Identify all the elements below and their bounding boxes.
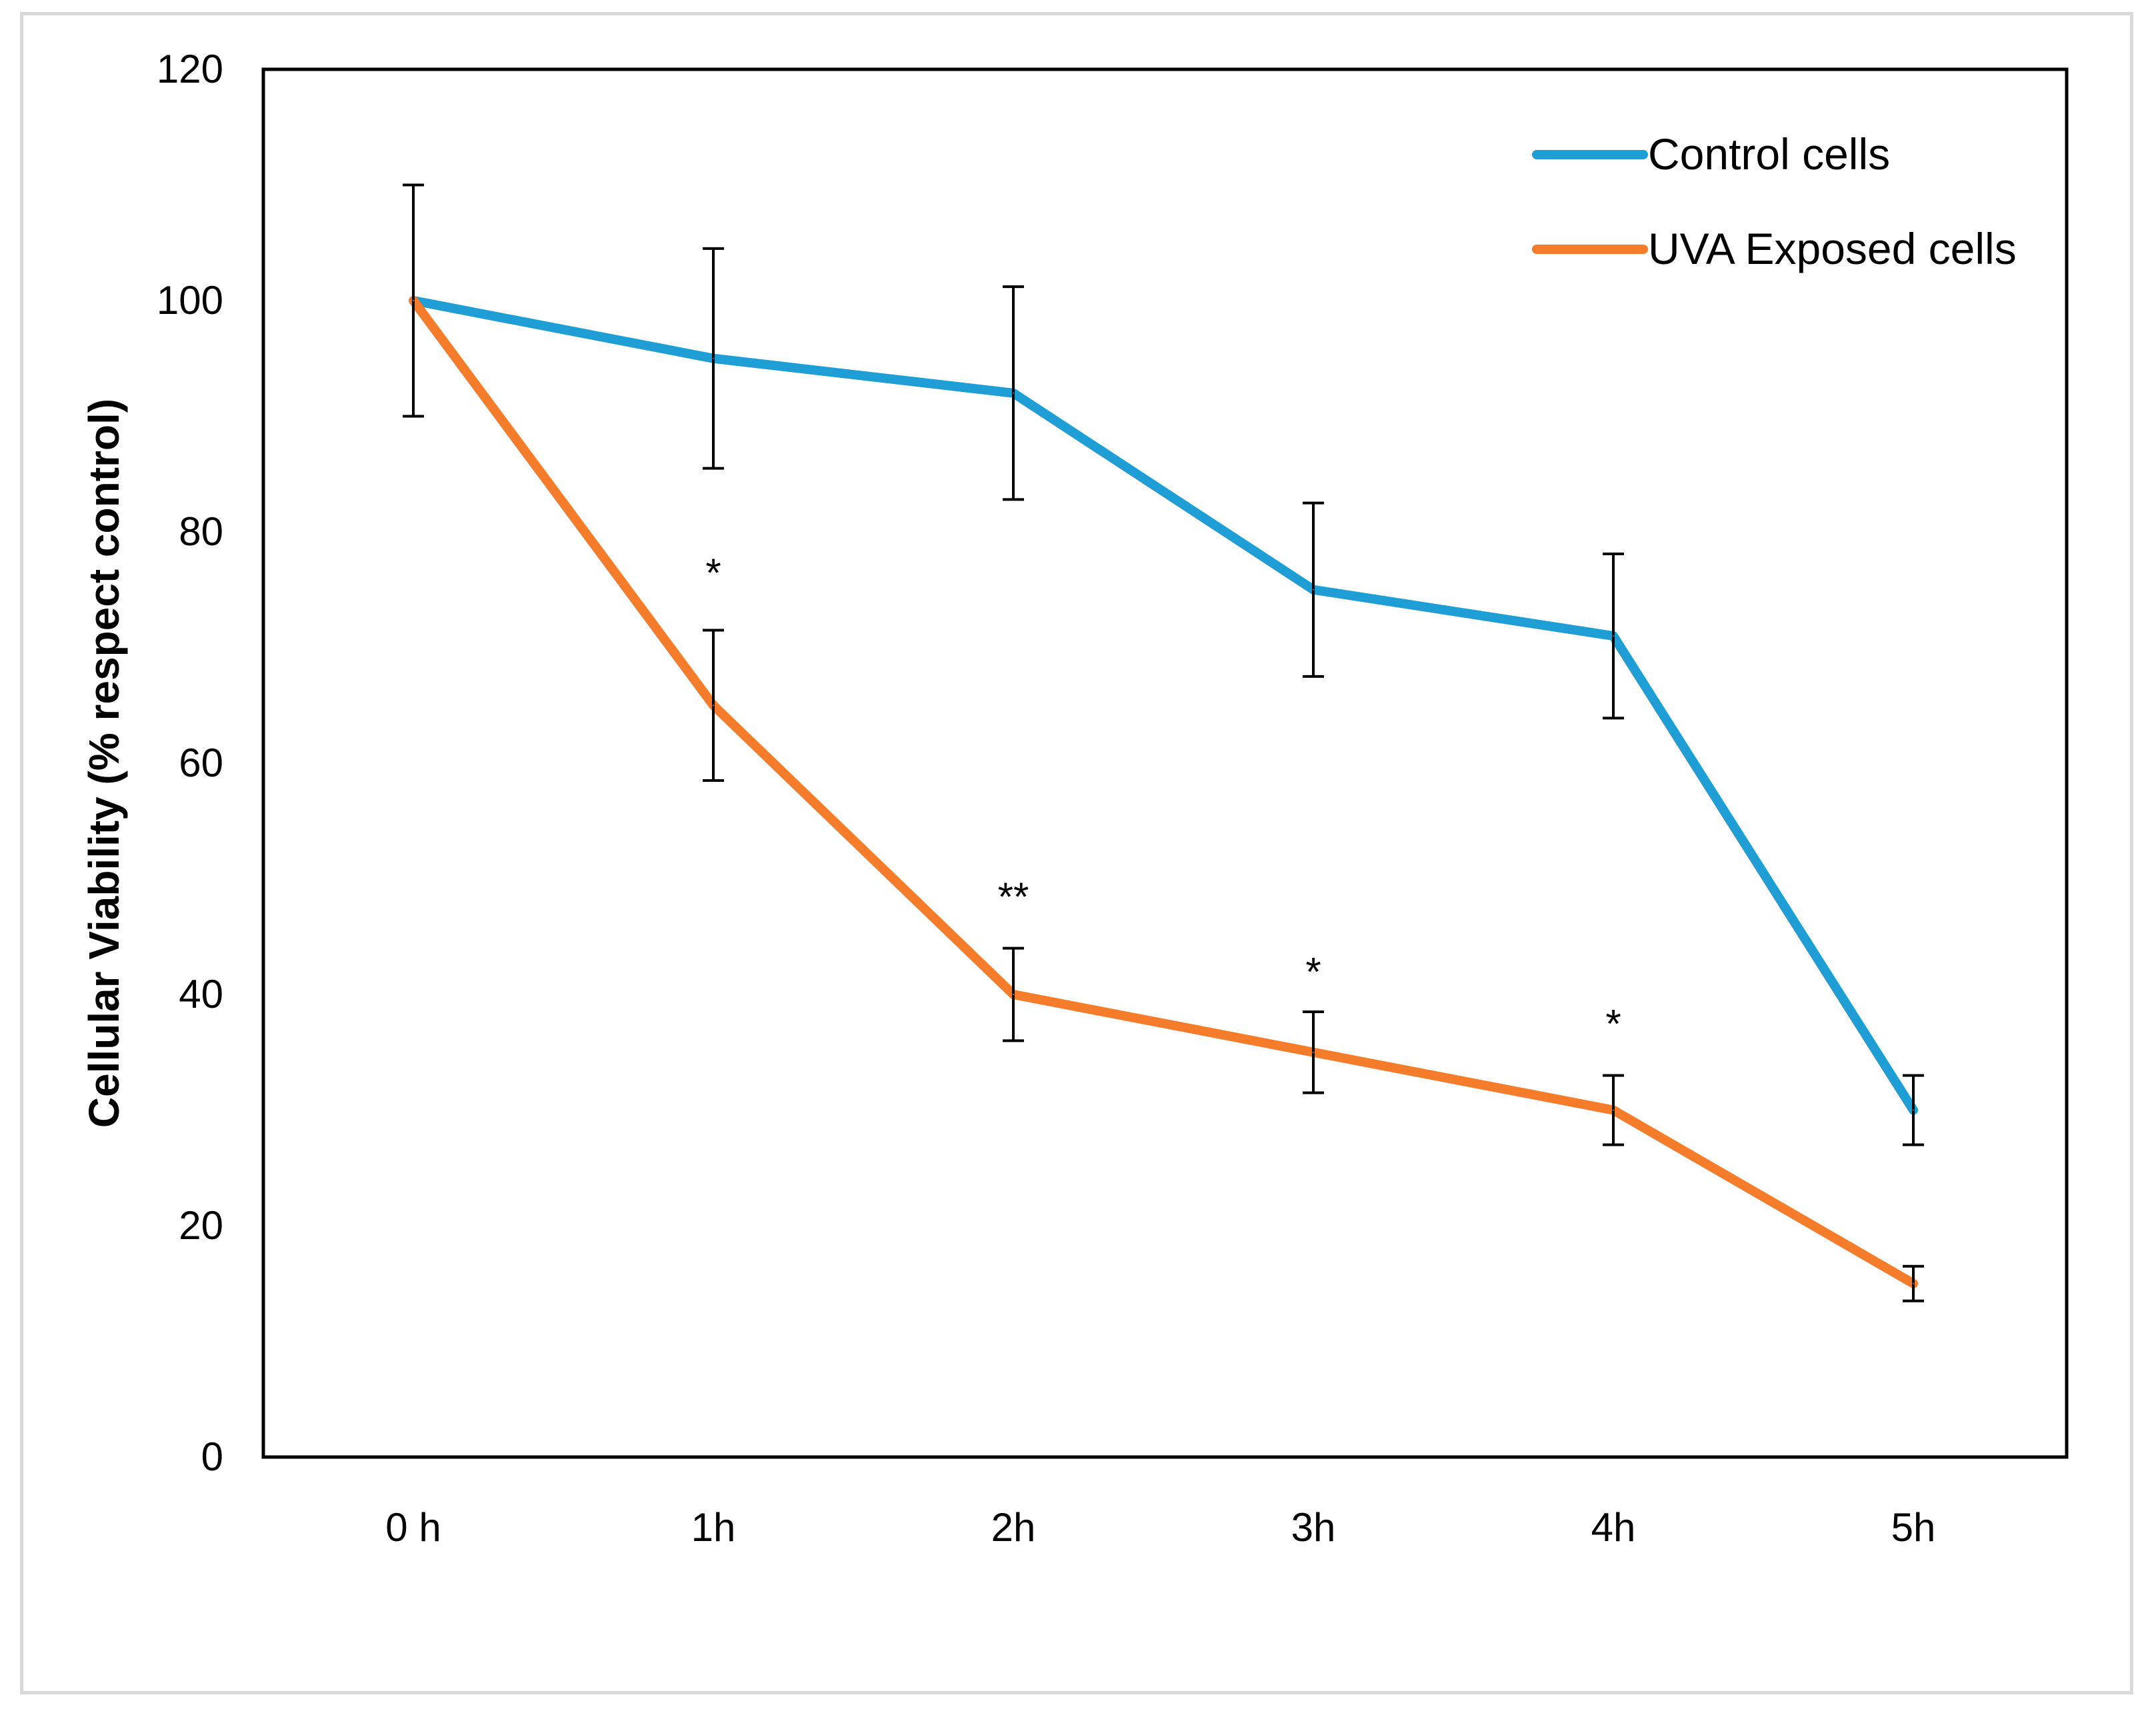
x-tick-label: 5h <box>1891 1505 1936 1550</box>
data-point <box>1313 1051 1314 1053</box>
legend: Control cells UVA Exposed cells <box>1532 129 2017 273</box>
significance-marker: ** <box>998 874 1029 919</box>
data-point <box>1913 1282 1914 1284</box>
data-point <box>1613 1109 1614 1111</box>
series-line-control-cells <box>409 296 1918 1115</box>
legend-entry: Control cells <box>1532 129 1890 179</box>
data-point <box>713 357 714 359</box>
y-tick-label: 80 <box>179 509 223 554</box>
data-point <box>413 300 414 301</box>
significance-marker: * <box>1605 1002 1621 1046</box>
y-tick-label: 60 <box>179 741 223 785</box>
series-line-uva-exposed-cells <box>409 296 1918 1288</box>
chart-frame <box>20 12 2133 1694</box>
data-point <box>1613 635 1614 637</box>
x-tick-label: 0 h <box>385 1505 441 1550</box>
series-layer <box>403 183 1924 1302</box>
y-tick-label: 120 <box>157 47 223 91</box>
legend-entry: UVA Exposed cells <box>1532 224 2017 273</box>
y-axis-title: Cellular Viability (% respect control) <box>80 399 128 1128</box>
data-point <box>713 705 714 707</box>
x-tick-label: 2h <box>991 1505 1036 1550</box>
data-point <box>1313 589 1314 591</box>
significance-marker: * <box>1305 950 1321 994</box>
data-point <box>1913 1109 1914 1111</box>
significance-annotations: ***** <box>705 551 1621 1046</box>
y-tick-label: 100 <box>157 278 223 323</box>
y-tick-label: 0 <box>201 1434 223 1479</box>
y-tick-label: 40 <box>179 972 223 1016</box>
y-axis-ticks: 0 20 40 60 80 100 120 <box>157 47 223 1479</box>
x-tick-label: 3h <box>1291 1505 1336 1550</box>
x-axis-ticks: 0 h 1h 2h 3h 4h 5h <box>385 1505 1935 1550</box>
legend-label: Control cells <box>1648 129 1890 179</box>
data-point <box>1013 392 1014 394</box>
plot-area <box>261 67 2069 1459</box>
x-tick-label: 1h <box>691 1505 736 1550</box>
x-tick-label: 4h <box>1591 1505 1636 1550</box>
legend-label: UVA Exposed cells <box>1648 224 2017 273</box>
significance-marker: * <box>705 551 721 595</box>
data-point <box>1013 994 1014 995</box>
y-tick-label: 20 <box>179 1203 223 1248</box>
